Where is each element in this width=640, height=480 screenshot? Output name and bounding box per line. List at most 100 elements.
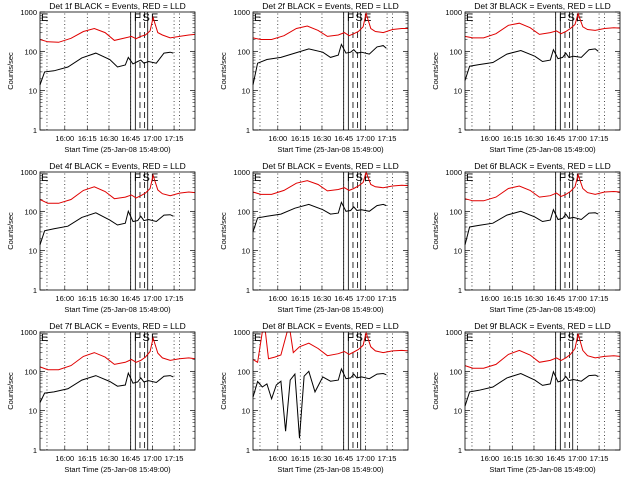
plot-frame bbox=[252, 331, 409, 451]
y-tick-label: 10 bbox=[454, 407, 462, 416]
panel-det-3: Det 3f BLACK = Events, RED = LLD Counts/s… bbox=[431, 1, 621, 154]
y-tick-label: 1 bbox=[33, 286, 37, 295]
y-tick-label: 1000 bbox=[20, 328, 37, 337]
marker-label: E bbox=[466, 332, 473, 344]
x-tick-label: 17:15 bbox=[378, 454, 397, 463]
y-tick-label: 1 bbox=[33, 446, 37, 455]
x-axis-label: Start Time (25-Jan-08 15:49:00) bbox=[277, 465, 384, 474]
x-tick-label: 16:15 bbox=[503, 134, 522, 143]
panel-title: Det 1f BLACK = Events, RED = LLD bbox=[49, 1, 186, 11]
panel-det-6: Det 6f BLACK = Events, RED = LLD Counts/s… bbox=[431, 161, 621, 314]
x-tick-label: 16:30 bbox=[100, 454, 119, 463]
marker-label: E bbox=[466, 12, 473, 24]
x-tick-label: 16:00 bbox=[480, 454, 499, 463]
marker-label: S bbox=[568, 172, 575, 184]
marker-label: F bbox=[347, 12, 354, 24]
x-tick-label: 17:00 bbox=[356, 134, 375, 143]
x-tick-label: 17:15 bbox=[165, 454, 184, 463]
marker-label: F bbox=[134, 12, 141, 24]
y-axis-label: Counts/sec bbox=[219, 372, 228, 410]
y-tick-label: 10 bbox=[454, 87, 462, 96]
plot-frame bbox=[39, 11, 196, 131]
x-axis-label: Start Time (25-Jan-08 15:49:00) bbox=[64, 145, 171, 154]
y-tick-label: 10 bbox=[242, 87, 250, 96]
x-tick-label: 17:00 bbox=[143, 294, 162, 303]
y-tick-label: 1000 bbox=[233, 168, 250, 177]
x-tick-label: 16:45 bbox=[121, 294, 140, 303]
y-tick-label: 100 bbox=[449, 207, 462, 216]
y-tick-label: 10 bbox=[29, 247, 37, 256]
y-tick-label: 1000 bbox=[233, 8, 250, 17]
x-tick-label: 16:45 bbox=[334, 294, 353, 303]
marker-label: E bbox=[41, 12, 48, 24]
x-axis-label: Start Time (25-Jan-08 15:49:00) bbox=[489, 145, 596, 154]
plot-frame bbox=[252, 171, 409, 291]
panel-det-8: Det 8f BLACK = Events, RED = LLD Counts/s… bbox=[219, 321, 409, 474]
marker-label: E bbox=[466, 172, 473, 184]
marker-label: F bbox=[347, 332, 354, 344]
marker-label: S bbox=[356, 332, 363, 344]
x-axis-label: Start Time (25-Jan-08 15:49:00) bbox=[489, 305, 596, 314]
x-tick-label: 16:15 bbox=[291, 294, 310, 303]
x-tick-label: 16:15 bbox=[291, 454, 310, 463]
series-events-line bbox=[39, 51, 174, 86]
x-tick-label: 16:45 bbox=[121, 134, 140, 143]
x-tick-label: 16:00 bbox=[268, 294, 287, 303]
panel-det-7: Det 7f BLACK = Events, RED = LLD Counts/s… bbox=[6, 321, 196, 474]
marker-label: S bbox=[143, 12, 150, 24]
y-axis-label: Counts/sec bbox=[431, 212, 440, 250]
marker-label: F bbox=[347, 172, 354, 184]
y-tick-label: 100 bbox=[24, 367, 37, 376]
marker-label: F bbox=[134, 332, 141, 344]
x-tick-label: 17:00 bbox=[143, 454, 162, 463]
y-axis-label: Counts/sec bbox=[6, 372, 15, 410]
y-tick-label: 1000 bbox=[445, 168, 462, 177]
marker-label: E bbox=[41, 172, 48, 184]
y-axis-label: Counts/sec bbox=[431, 52, 440, 90]
panel-title: Det 2f BLACK = Events, RED = LLD bbox=[262, 1, 399, 11]
marker-label: F bbox=[559, 12, 566, 24]
y-tick-label: 1 bbox=[458, 126, 462, 135]
marker-label: S bbox=[356, 172, 363, 184]
marker-label: S bbox=[568, 12, 575, 24]
x-tick-label: 16:30 bbox=[525, 294, 544, 303]
marker-label: E bbox=[41, 332, 48, 344]
marker-label: E bbox=[151, 332, 158, 344]
x-tick-label: 16:30 bbox=[100, 134, 119, 143]
x-axis-label: Start Time (25-Jan-08 15:49:00) bbox=[64, 465, 171, 474]
x-tick-label: 17:15 bbox=[165, 294, 184, 303]
series-events-line bbox=[252, 43, 387, 86]
y-tick-label: 100 bbox=[24, 47, 37, 56]
marker-label: E bbox=[364, 172, 371, 184]
y-tick-label: 1000 bbox=[20, 168, 37, 177]
x-tick-label: 16:45 bbox=[546, 134, 565, 143]
series-lld-line bbox=[464, 12, 621, 39]
panel-title: Det 5f BLACK = Events, RED = LLD bbox=[262, 161, 399, 171]
panel-title: Det 3f BLACK = Events, RED = LLD bbox=[474, 1, 611, 11]
x-tick-label: 16:00 bbox=[55, 294, 74, 303]
series-events-line bbox=[464, 48, 599, 81]
plot-frame bbox=[39, 171, 196, 291]
marker-label: F bbox=[559, 172, 566, 184]
series-events-line bbox=[464, 208, 599, 246]
x-tick-label: 16:30 bbox=[525, 134, 544, 143]
x-tick-label: 16:15 bbox=[503, 294, 522, 303]
x-tick-label: 16:45 bbox=[121, 454, 140, 463]
x-tick-label: 16:45 bbox=[334, 134, 353, 143]
x-tick-label: 16:15 bbox=[78, 454, 97, 463]
marker-label: E bbox=[151, 12, 158, 24]
x-tick-label: 16:15 bbox=[503, 454, 522, 463]
marker-label: E bbox=[254, 12, 261, 24]
y-tick-label: 1000 bbox=[445, 8, 462, 17]
x-tick-label: 16:00 bbox=[55, 134, 74, 143]
x-tick-label: 16:30 bbox=[313, 454, 332, 463]
y-axis-label: Counts/sec bbox=[431, 372, 440, 410]
x-tick-label: 16:30 bbox=[313, 294, 332, 303]
y-tick-label: 10 bbox=[242, 247, 250, 256]
series-lld-line bbox=[464, 333, 621, 369]
series-lld-line bbox=[39, 15, 196, 43]
x-axis-label: Start Time (25-Jan-08 15:49:00) bbox=[277, 305, 384, 314]
x-tick-label: 17:00 bbox=[568, 134, 587, 143]
x-tick-label: 16:45 bbox=[334, 454, 353, 463]
x-tick-label: 16:30 bbox=[100, 294, 119, 303]
